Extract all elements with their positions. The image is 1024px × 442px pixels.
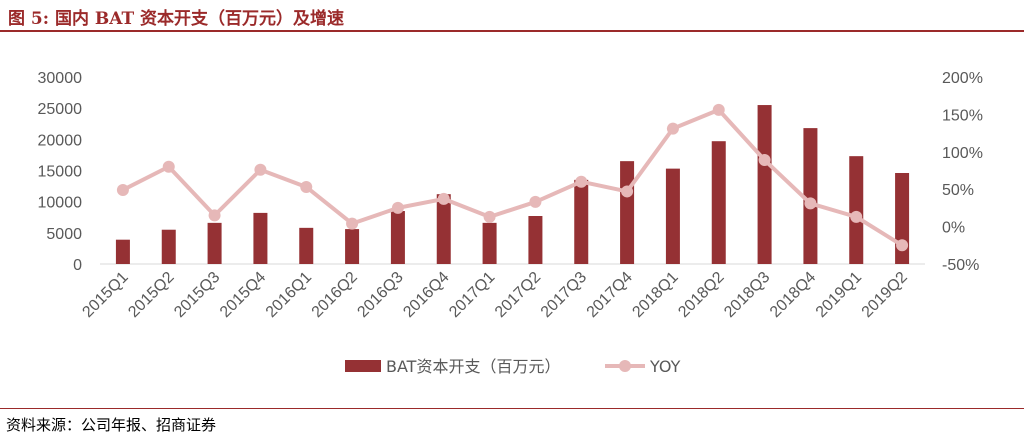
- yoy-point: [666, 122, 679, 135]
- bar: [528, 216, 543, 264]
- left-axis-tick: 0: [73, 257, 82, 274]
- yoy-point: [483, 210, 496, 223]
- yoy-point: [896, 239, 909, 252]
- right-axis-tick: 100%: [942, 145, 983, 162]
- bar: [803, 128, 818, 264]
- bar: [390, 211, 405, 264]
- x-axis-tick: 2017Q2: [492, 269, 544, 321]
- bar: [620, 161, 635, 264]
- yoy-point: [162, 160, 175, 173]
- yoy-point: [208, 209, 221, 222]
- bar: [345, 229, 360, 264]
- yoy-point: [712, 103, 725, 116]
- left-axis-tick: 5000: [46, 226, 82, 243]
- x-axis-tick: 2015Q4: [217, 269, 269, 321]
- x-axis-tick: 2015Q1: [79, 269, 131, 321]
- x-axis-tick: 2018Q2: [675, 269, 727, 321]
- bar: [482, 222, 497, 264]
- left-axis-tick: 30000: [38, 70, 83, 87]
- x-axis-tick: 2015Q3: [171, 269, 223, 321]
- bar: [711, 141, 726, 264]
- legend-swatch-point: [619, 360, 631, 372]
- bar: [849, 156, 864, 264]
- bar: [665, 168, 680, 264]
- yoy-point: [116, 183, 129, 196]
- yoy-line: [122, 107, 904, 247]
- yoy-point: [300, 180, 313, 193]
- x-axis-tick: 2017Q4: [584, 269, 636, 321]
- source-note: 资料来源：公司年报、招商证券: [6, 416, 217, 434]
- x-axis-tick: 2018Q1: [629, 269, 681, 321]
- legend-label-bar: BAT资本开支（百万元）: [386, 357, 560, 376]
- yoy-point: [346, 217, 359, 230]
- x-axis-tick: 2015Q2: [125, 269, 177, 321]
- left-axis-tick: 10000: [38, 195, 83, 212]
- right-axis-tick: 200%: [942, 70, 983, 87]
- title-divider: [0, 30, 1024, 32]
- yoy-point: [437, 192, 450, 205]
- yoy-point: [254, 163, 267, 176]
- legend-label-yoy: YOY: [649, 357, 681, 376]
- x-axis-tick: 2016Q4: [400, 269, 452, 321]
- left-axis-tick: 15000: [38, 164, 83, 181]
- right-axis-tick: 50%: [942, 182, 974, 199]
- x-axis-tick: 2017Q1: [446, 269, 498, 321]
- yoy-point: [621, 185, 634, 198]
- left-axis-tick: 20000: [38, 132, 83, 149]
- right-axis-tick: -50%: [942, 257, 979, 274]
- yoy-point: [529, 195, 542, 208]
- figure-title: 图 5: 国内 BAT 资本开支（百万元）及增速: [8, 9, 345, 29]
- bar: [253, 212, 268, 264]
- yoy-point: [391, 201, 404, 214]
- yoy-point: [804, 197, 817, 210]
- x-axis-tick: 2019Q2: [859, 269, 911, 321]
- x-axis-tick: 2018Q3: [721, 269, 773, 321]
- x-axis-tick: 2018Q4: [767, 269, 819, 321]
- right-axis-tick: 0%: [942, 220, 965, 237]
- bar: [757, 105, 772, 264]
- left-axis-tick: 25000: [38, 101, 83, 118]
- yoy-point: [758, 154, 771, 167]
- bar: [299, 227, 314, 264]
- x-axis-tick: 2016Q3: [354, 269, 406, 321]
- bar: [115, 239, 130, 264]
- yoy-point: [850, 210, 863, 223]
- bar: [161, 229, 176, 264]
- yoy-point: [575, 175, 588, 188]
- bar: [574, 179, 589, 264]
- x-axis-tick: 2019Q1: [813, 269, 865, 321]
- x-axis-tick: 2016Q1: [263, 269, 315, 321]
- x-axis-tick: 2016Q2: [309, 269, 361, 321]
- bar: [436, 194, 451, 264]
- x-axis-tick: 2017Q3: [538, 269, 590, 321]
- bar: [207, 222, 222, 264]
- right-axis-tick: 150%: [942, 107, 983, 124]
- legend-swatch-bar: [345, 360, 381, 372]
- source-divider: [0, 408, 1024, 409]
